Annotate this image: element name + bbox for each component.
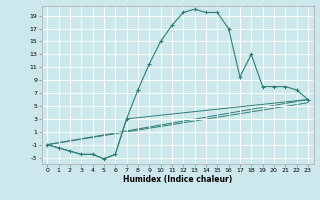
X-axis label: Humidex (Indice chaleur): Humidex (Indice chaleur) bbox=[123, 175, 232, 184]
